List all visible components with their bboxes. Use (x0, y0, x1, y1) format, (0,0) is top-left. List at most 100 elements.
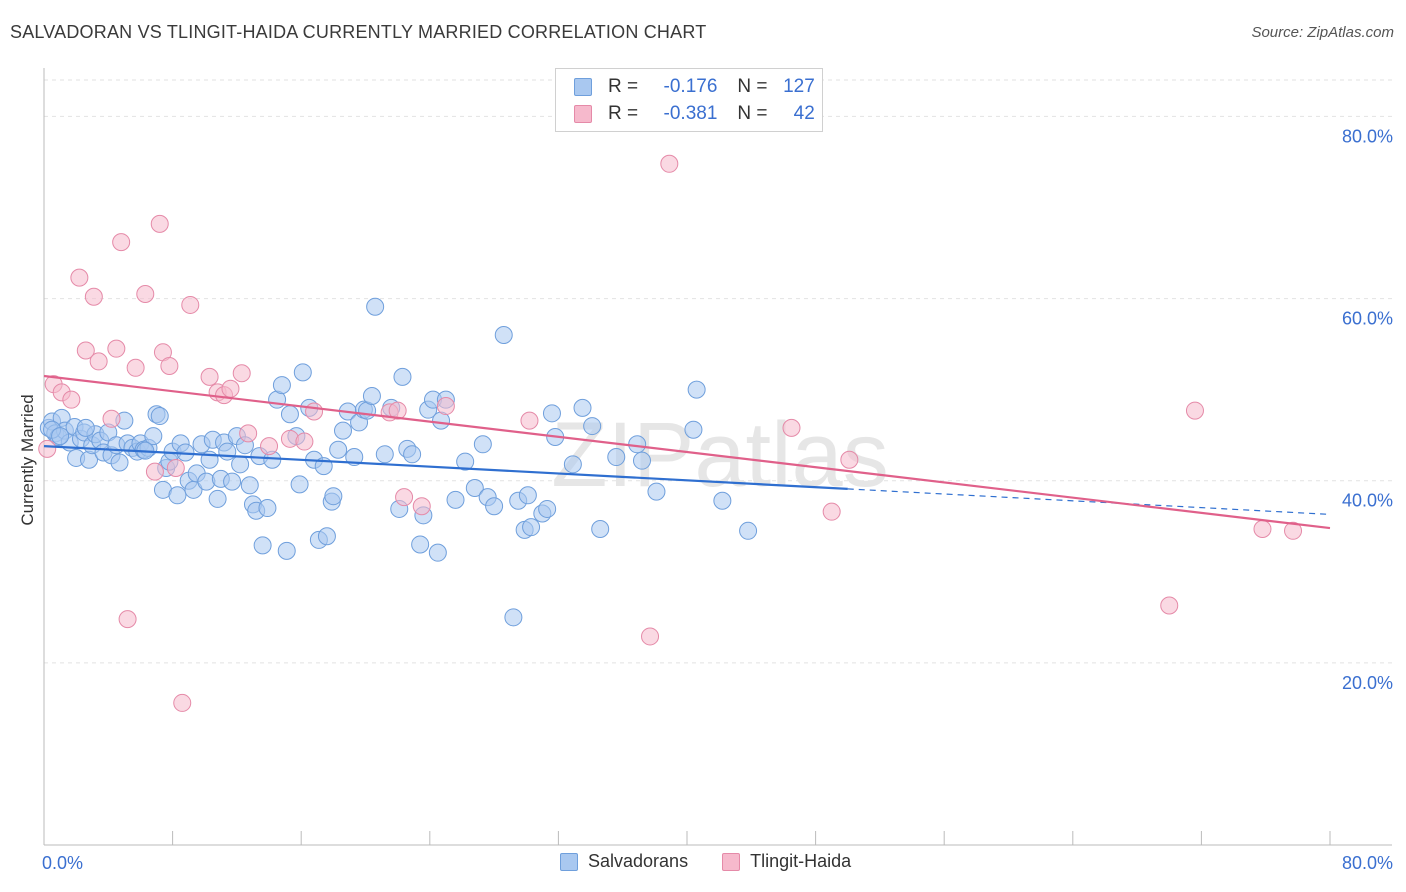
legend-swatch-tlingit-haida (574, 105, 592, 123)
data-point (687, 380, 706, 399)
data-point (240, 476, 259, 495)
data-point (239, 424, 258, 443)
data-point (504, 608, 523, 627)
data-point (150, 407, 169, 426)
data-point (713, 491, 732, 510)
trend-line-extension (847, 488, 1331, 516)
data-point (181, 295, 200, 314)
data-point (232, 364, 251, 383)
data-point (583, 417, 602, 436)
r-value: -0.381 (663, 103, 718, 124)
data-point (150, 214, 169, 233)
tick-labels: 20.0% 40.0% 60.0% 80.0% 0.0% 80.0% (42, 126, 1393, 873)
legend-item-salvadorans[interactable]: Salvadorans (560, 851, 688, 872)
data-point (317, 527, 336, 546)
data-point (70, 268, 89, 287)
legend-label-salvadorans: Salvadorans (588, 851, 689, 871)
data-point (218, 442, 237, 461)
data-point (51, 427, 70, 446)
y-tick-label: 80.0% (1342, 126, 1393, 146)
data-point (144, 427, 163, 446)
y-axis-label: Currently Married (18, 394, 37, 526)
data-point (542, 404, 561, 423)
data-point (647, 482, 666, 501)
data-point (126, 358, 145, 377)
data-point (1185, 401, 1204, 420)
data-point (290, 475, 309, 494)
data-point (277, 541, 296, 560)
data-point (160, 356, 179, 375)
data-point (200, 367, 219, 386)
series-salvadorans (39, 297, 758, 627)
data-point (1284, 521, 1303, 540)
data-point (375, 445, 394, 464)
data-point (446, 490, 465, 509)
legend-item-tlingit-haida[interactable]: Tlingit-Haida (722, 851, 851, 872)
data-point (660, 154, 679, 173)
data-point (465, 479, 484, 497)
data-point (145, 462, 164, 481)
data-points (38, 154, 1303, 712)
data-point (76, 341, 95, 360)
data-point (573, 398, 592, 417)
data-point (1253, 519, 1272, 538)
n-value: 127 (783, 76, 815, 97)
data-point (591, 519, 610, 538)
legend-row-tlingit-haida: R = -0.381 N = 42 (574, 101, 815, 127)
series-legend: Salvadorans Tlingit-Haida (560, 851, 885, 872)
data-point (522, 518, 541, 537)
legend-swatch-tlingit-haida (722, 852, 741, 871)
y-tick-label: 20.0% (1342, 673, 1393, 693)
chart-title: SALVADORAN VS TLINGIT-HAIDA CURRENTLY MA… (10, 22, 707, 42)
data-point (485, 497, 504, 516)
data-point (231, 455, 250, 474)
data-point (388, 401, 407, 420)
r-value: -0.176 (663, 76, 718, 97)
data-point (518, 486, 537, 505)
data-point (118, 610, 137, 629)
data-point (208, 489, 227, 508)
data-point (538, 499, 557, 518)
data-point (782, 418, 801, 437)
source-label: Source: ZipAtlas.com (1251, 24, 1394, 41)
data-point (89, 352, 108, 371)
data-point (641, 627, 660, 646)
data-point (112, 233, 131, 252)
data-point (168, 486, 187, 505)
data-point (280, 405, 299, 424)
data-point (295, 432, 314, 451)
n-value: 42 (793, 103, 815, 124)
data-point (333, 421, 352, 440)
r-label: R = (608, 76, 639, 97)
r-label: R = (608, 103, 639, 124)
legend-label-tlingit-haida: Tlingit-Haida (750, 851, 852, 871)
data-point (305, 402, 324, 421)
data-point (403, 445, 422, 464)
n-label: N = (737, 76, 768, 97)
n-label: N = (737, 103, 768, 124)
data-point (739, 521, 758, 540)
data-point (38, 439, 57, 458)
data-point (345, 448, 364, 467)
data-point (107, 339, 126, 358)
data-point (366, 297, 385, 316)
data-point (293, 363, 312, 382)
legend-row-salvadorans: R = -0.176 N = 127 (574, 74, 815, 100)
data-point (329, 440, 348, 459)
data-point (272, 376, 291, 395)
data-point (136, 285, 155, 304)
data-point (102, 409, 121, 428)
data-point (607, 448, 626, 467)
stats-legend: R = -0.176 N = 127 R = -0.381 N = 42 (555, 68, 823, 132)
data-point (412, 497, 431, 516)
data-point (563, 455, 582, 474)
data-point (223, 472, 242, 491)
data-point (221, 379, 240, 398)
data-point (258, 499, 277, 518)
trend-lines (43, 374, 1331, 530)
data-point (473, 435, 492, 454)
data-point (393, 367, 412, 386)
trend-line (43, 374, 1331, 530)
y-tick-label: 60.0% (1342, 309, 1393, 329)
